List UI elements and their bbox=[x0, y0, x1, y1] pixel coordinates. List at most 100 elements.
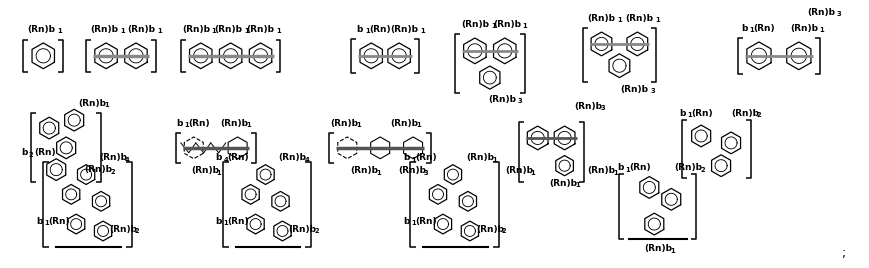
Text: 1: 1 bbox=[244, 28, 249, 34]
Text: (Rn)b: (Rn)b bbox=[492, 20, 521, 29]
Text: 1: 1 bbox=[411, 157, 415, 163]
Text: 1: 1 bbox=[669, 248, 674, 254]
Text: 1: 1 bbox=[44, 220, 49, 226]
Text: (Rn): (Rn) bbox=[752, 24, 773, 33]
Text: (Rn)b: (Rn)b bbox=[182, 25, 209, 34]
Text: b: b bbox=[216, 153, 222, 162]
Text: (Rn)b: (Rn)b bbox=[127, 25, 155, 34]
Text: b: b bbox=[36, 217, 43, 226]
Text: 2: 2 bbox=[29, 152, 33, 158]
Text: 2: 2 bbox=[700, 167, 704, 173]
Text: (Rn)b: (Rn)b bbox=[466, 153, 494, 162]
Text: (Rn)b: (Rn)b bbox=[90, 25, 118, 34]
Text: (Rn)b: (Rn)b bbox=[789, 24, 817, 33]
Text: (Rn)b: (Rn)b bbox=[190, 166, 218, 175]
Text: (Rn)b: (Rn)b bbox=[330, 119, 358, 128]
Text: (Rn)b: (Rn)b bbox=[620, 85, 647, 94]
Text: 1: 1 bbox=[104, 102, 109, 108]
Text: 1: 1 bbox=[522, 23, 527, 29]
Text: (Rn): (Rn) bbox=[415, 153, 436, 162]
Text: (Rn)b: (Rn)b bbox=[84, 165, 112, 174]
Text: 3: 3 bbox=[836, 11, 840, 17]
Text: 1: 1 bbox=[365, 28, 369, 34]
Text: 1: 1 bbox=[216, 170, 222, 176]
Text: (Rn)b: (Rn)b bbox=[78, 99, 106, 108]
Text: b: b bbox=[22, 148, 28, 157]
Text: (Rn): (Rn) bbox=[188, 119, 209, 128]
Text: (Rn)b: (Rn)b bbox=[215, 25, 242, 34]
Text: (Rn)b: (Rn)b bbox=[587, 14, 614, 23]
Text: ;: ; bbox=[840, 247, 845, 260]
Text: 1: 1 bbox=[490, 23, 495, 29]
Text: 4: 4 bbox=[304, 157, 308, 163]
Text: 1: 1 bbox=[375, 170, 381, 176]
Text: (Rn)b: (Rn)b bbox=[109, 225, 137, 233]
Text: 1: 1 bbox=[411, 220, 415, 226]
Text: 2: 2 bbox=[135, 228, 139, 234]
Text: 1: 1 bbox=[211, 28, 216, 34]
Text: (Rn)b: (Rn)b bbox=[389, 119, 418, 128]
Text: (Rn)b: (Rn)b bbox=[549, 179, 577, 188]
Text: b: b bbox=[355, 25, 362, 34]
Text: (Rn)b: (Rn)b bbox=[246, 25, 275, 34]
Text: 1: 1 bbox=[57, 28, 62, 34]
Text: b: b bbox=[402, 153, 409, 162]
Text: 4: 4 bbox=[125, 157, 129, 163]
Text: (Rn): (Rn) bbox=[415, 217, 436, 226]
Text: 1: 1 bbox=[625, 167, 629, 173]
Text: (Rn)b: (Rn)b bbox=[278, 153, 306, 162]
Text: (Rn): (Rn) bbox=[34, 148, 56, 157]
Text: 3: 3 bbox=[649, 88, 654, 94]
Text: 2: 2 bbox=[756, 112, 760, 118]
Text: 1: 1 bbox=[183, 122, 189, 128]
Text: 4: 4 bbox=[223, 157, 229, 163]
Text: 2: 2 bbox=[109, 169, 115, 175]
Text: (Rn)b: (Rn)b bbox=[475, 225, 503, 233]
Text: b: b bbox=[216, 217, 222, 226]
Text: b: b bbox=[617, 163, 623, 172]
Text: 1: 1 bbox=[819, 27, 824, 33]
Text: (Rn)b: (Rn)b bbox=[587, 166, 614, 175]
Text: (Rn): (Rn) bbox=[368, 25, 390, 34]
Text: (Rn): (Rn) bbox=[228, 217, 249, 226]
Text: (Rn)b: (Rn)b bbox=[730, 109, 758, 118]
Text: 1: 1 bbox=[575, 183, 580, 188]
Text: (Rn)b: (Rn)b bbox=[574, 102, 602, 111]
Text: 1: 1 bbox=[246, 122, 251, 128]
Text: 1: 1 bbox=[420, 28, 424, 34]
Text: 1: 1 bbox=[223, 220, 229, 226]
Text: (Rn)b: (Rn)b bbox=[99, 153, 127, 162]
Text: 2: 2 bbox=[501, 228, 506, 234]
Text: 1: 1 bbox=[491, 157, 496, 163]
Text: (Rn)b: (Rn)b bbox=[389, 25, 418, 34]
Text: (Rn)b: (Rn)b bbox=[673, 163, 701, 172]
Text: 1: 1 bbox=[355, 122, 361, 128]
Text: b: b bbox=[740, 24, 746, 33]
Text: (Rn)b: (Rn)b bbox=[488, 95, 515, 103]
Text: 1: 1 bbox=[617, 17, 621, 23]
Text: (Rn)b: (Rn)b bbox=[806, 8, 833, 17]
Text: 2: 2 bbox=[314, 228, 319, 234]
Text: (Rn)b: (Rn)b bbox=[350, 166, 378, 175]
Text: (Rn): (Rn) bbox=[628, 163, 650, 172]
Text: 1: 1 bbox=[530, 170, 534, 176]
Text: b: b bbox=[402, 217, 409, 226]
Text: (Rn)b: (Rn)b bbox=[625, 14, 653, 23]
Text: (Rn)b: (Rn)b bbox=[289, 225, 316, 233]
Text: 1: 1 bbox=[654, 17, 660, 23]
Text: (Rn)b: (Rn)b bbox=[221, 119, 249, 128]
Text: 3: 3 bbox=[517, 98, 521, 104]
Text: 1: 1 bbox=[748, 27, 753, 33]
Text: 1: 1 bbox=[613, 170, 618, 176]
Text: (Rn)b: (Rn)b bbox=[504, 166, 532, 175]
Text: b: b bbox=[176, 119, 182, 128]
Text: 1: 1 bbox=[276, 28, 281, 34]
Text: (Rn)b: (Rn)b bbox=[398, 166, 426, 175]
Text: 1: 1 bbox=[415, 122, 421, 128]
Text: 3: 3 bbox=[423, 170, 428, 176]
Text: (Rn)b: (Rn)b bbox=[27, 25, 56, 34]
Text: (Rn): (Rn) bbox=[228, 153, 249, 162]
Text: 1: 1 bbox=[120, 28, 124, 34]
Text: 3: 3 bbox=[600, 105, 605, 111]
Text: b: b bbox=[679, 109, 685, 118]
